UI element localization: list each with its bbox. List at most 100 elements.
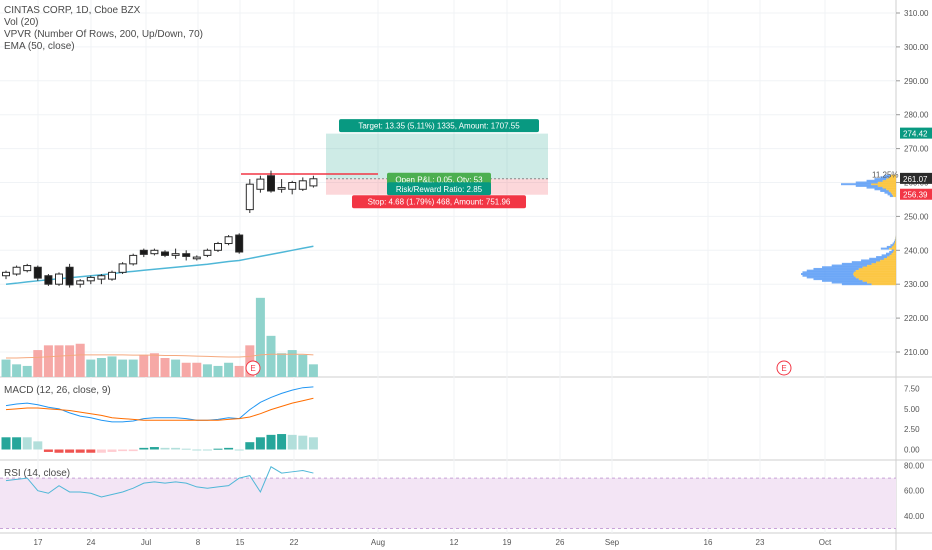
candle-body[interactable] <box>192 256 201 260</box>
candle-body[interactable] <box>267 175 275 192</box>
macd-histogram-bar <box>75 449 85 453</box>
price-axis[interactable]: 17 24 Jul 8 15 22 Aug 12 19 26 Sep 16 23 Oct 310.00 300… <box>34 9 932 547</box>
vpvr-up-bar <box>874 188 887 191</box>
earnings-marker[interactable] <box>245 360 261 376</box>
candle-body[interactable] <box>2 271 10 277</box>
candle-body[interactable] <box>150 249 159 255</box>
vpvr-down-bar <box>888 189 896 192</box>
candle-body[interactable] <box>129 254 138 265</box>
candle-body[interactable] <box>235 234 244 253</box>
vpvr-up-bar <box>806 276 856 279</box>
rr-label-box <box>387 182 491 196</box>
x-tick-label: 24 <box>87 538 96 547</box>
volume-bar <box>277 353 287 377</box>
vpvr-percent-label: 11.25% <box>872 170 899 179</box>
vpvr-down-bar <box>882 186 896 189</box>
volume-bar <box>266 335 276 377</box>
macd-histogram-bar <box>33 441 43 450</box>
vpvr-down-bar <box>883 257 896 260</box>
x-tick-label: 15 <box>236 538 245 547</box>
candle-body[interactable] <box>256 178 265 190</box>
price-tick-label: 270.00 <box>904 145 929 154</box>
x-tick-label: 8 <box>196 538 201 547</box>
candle-body[interactable] <box>76 280 85 285</box>
candle-body[interactable] <box>277 187 286 190</box>
candle-body[interactable] <box>55 273 63 285</box>
candle-body[interactable] <box>171 253 180 256</box>
volume-bar <box>234 365 244 377</box>
vpvr-profile: 11.25% <box>801 170 899 286</box>
candle-body[interactable] <box>23 265 32 272</box>
candle-body[interactable] <box>288 182 297 190</box>
volume-bar <box>65 345 75 377</box>
candle-body[interactable] <box>108 271 116 280</box>
vpvr-down-bar <box>862 266 896 269</box>
macd-histogram-bar <box>149 447 159 450</box>
volume-bar <box>224 362 234 377</box>
candle-body[interactable] <box>224 236 233 245</box>
price-badge[interactable] <box>900 188 932 200</box>
price-badge[interactable] <box>900 172 932 184</box>
price-badge-label: 274.42 <box>903 130 928 139</box>
price-tick-label: 220.00 <box>904 314 929 323</box>
volume-bar <box>202 364 212 377</box>
vpvr-down-bar <box>855 269 896 272</box>
ema-legend: EMA (50, close) <box>4 41 75 52</box>
vpvr-down-bar <box>891 252 896 255</box>
vpvr-down-bar <box>877 181 896 184</box>
price-badge[interactable] <box>900 127 932 139</box>
vpvr-up-bar <box>889 250 893 253</box>
candle-body[interactable] <box>12 266 21 275</box>
candle-body[interactable] <box>182 253 191 257</box>
vpvr-up-bar <box>841 283 872 286</box>
earnings-marker-label: E <box>250 364 255 373</box>
earnings-marker[interactable] <box>776 360 792 376</box>
vpvr-up-bar <box>894 239 896 242</box>
candle-body[interactable] <box>44 275 53 285</box>
macd-histogram-bar <box>213 448 223 450</box>
vpvr-up-bar <box>813 278 859 281</box>
vpvr-up-bar <box>831 281 868 284</box>
price-tick-label: 240.00 <box>904 246 929 255</box>
candle-body[interactable] <box>309 178 318 187</box>
vpvr-down-bar <box>894 249 896 252</box>
volume-bar <box>213 365 223 377</box>
price-tick-label: 280.00 <box>904 111 929 120</box>
target-zone[interactable] <box>326 133 548 179</box>
vpvr-down-bar <box>892 193 896 196</box>
candle-body[interactable] <box>97 275 106 280</box>
vpvr-down-bar <box>887 256 896 259</box>
macd-histogram-bar <box>266 434 276 450</box>
rsi-tick-label: 40.00 <box>904 512 925 521</box>
candle-body[interactable] <box>65 266 74 286</box>
x-tick-label: 23 <box>756 538 765 547</box>
macd-histogram-bar <box>298 435 308 450</box>
candle-body[interactable] <box>86 276 95 282</box>
vpvr-up-bar <box>885 252 892 255</box>
candle-body[interactable] <box>214 243 222 251</box>
macd-histogram-bar <box>22 437 32 450</box>
candle-body[interactable] <box>118 263 127 273</box>
volume-bar <box>192 362 202 377</box>
candle-body[interactable] <box>161 251 169 256</box>
vpvr-up-bar <box>880 189 889 192</box>
vpvr-up-bar <box>866 186 883 189</box>
price-tick-label: 300.00 <box>904 43 929 52</box>
candle-body[interactable] <box>245 183 254 211</box>
rsi-legend: RSI (14, close) <box>4 468 70 479</box>
candle-body[interactable] <box>203 249 212 256</box>
candle-body[interactable] <box>33 266 42 279</box>
vpvr-up-bar <box>822 266 863 269</box>
vpvr-down-bar <box>862 279 896 282</box>
vpvr-up-bar <box>813 267 859 270</box>
candles[interactable] <box>2 170 318 288</box>
vpvr-up-bar <box>886 245 892 248</box>
volume-bar <box>118 359 128 377</box>
volume-bar <box>149 353 159 377</box>
volume-bar <box>12 364 22 377</box>
candle-body[interactable] <box>139 249 148 255</box>
macd-pane <box>1 386 318 453</box>
x-tick-label: Jul <box>141 538 151 547</box>
candle-body[interactable] <box>298 180 307 190</box>
